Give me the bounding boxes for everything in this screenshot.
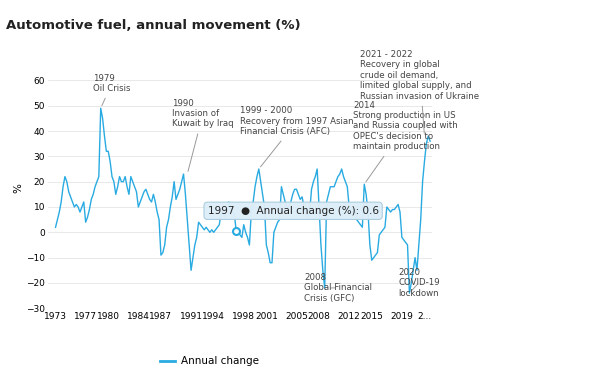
Text: 2021 - 2022
Recovery in global
crude oil demand,
limited global supply, and
Russ: 2021 - 2022 Recovery in global crude oil… xyxy=(361,50,479,133)
Text: 1997  ●  Annual change (%): 0.6: 1997 ● Annual change (%): 0.6 xyxy=(208,206,379,216)
Text: Automotive fuel, annual movement (%): Automotive fuel, annual movement (%) xyxy=(6,19,301,32)
Text: 1979
Oil Crisis: 1979 Oil Crisis xyxy=(93,74,131,106)
Text: 2020
COVID-19
lockdown: 2020 COVID-19 lockdown xyxy=(398,268,440,297)
Text: 1999 - 2000
Recovery from 1997 Asian
Financial Crisis (AFC): 1999 - 2000 Recovery from 1997 Asian Fin… xyxy=(240,106,353,167)
Text: 2008
Global Financial
Crisis (GFC): 2008 Global Financial Crisis (GFC) xyxy=(304,273,372,303)
Text: 1990
Invasion of
Kuwait by Iraq: 1990 Invasion of Kuwait by Iraq xyxy=(172,99,234,171)
Y-axis label: %: % xyxy=(13,183,23,193)
Text: 2014
Strong production in US
and Russia coupled with
OPEC's decision to
maintain: 2014 Strong production in US and Russia … xyxy=(353,101,458,182)
Legend: Annual change: Annual change xyxy=(155,352,263,370)
